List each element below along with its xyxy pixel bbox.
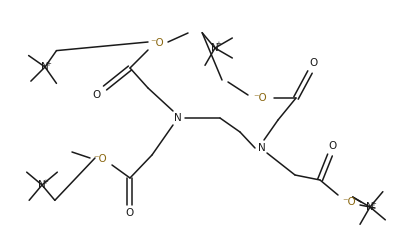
Text: N: N [365, 202, 373, 212]
Text: ⁻O: ⁻O [150, 38, 164, 48]
Text: O: O [126, 208, 134, 218]
Text: N: N [174, 113, 181, 123]
Text: N: N [41, 62, 49, 72]
Text: +: + [215, 42, 221, 47]
Text: +: + [370, 200, 375, 206]
Text: +: + [43, 179, 48, 184]
Text: O: O [328, 141, 336, 151]
Text: N: N [38, 180, 46, 190]
Text: N: N [211, 43, 218, 53]
Text: O: O [309, 58, 317, 68]
Text: O: O [93, 90, 101, 100]
Text: ⁻O: ⁻O [93, 154, 107, 164]
Text: N: N [257, 143, 265, 153]
Text: ⁻O: ⁻O [341, 197, 355, 207]
Text: ⁻O: ⁻O [253, 93, 266, 103]
Text: +: + [45, 61, 51, 66]
